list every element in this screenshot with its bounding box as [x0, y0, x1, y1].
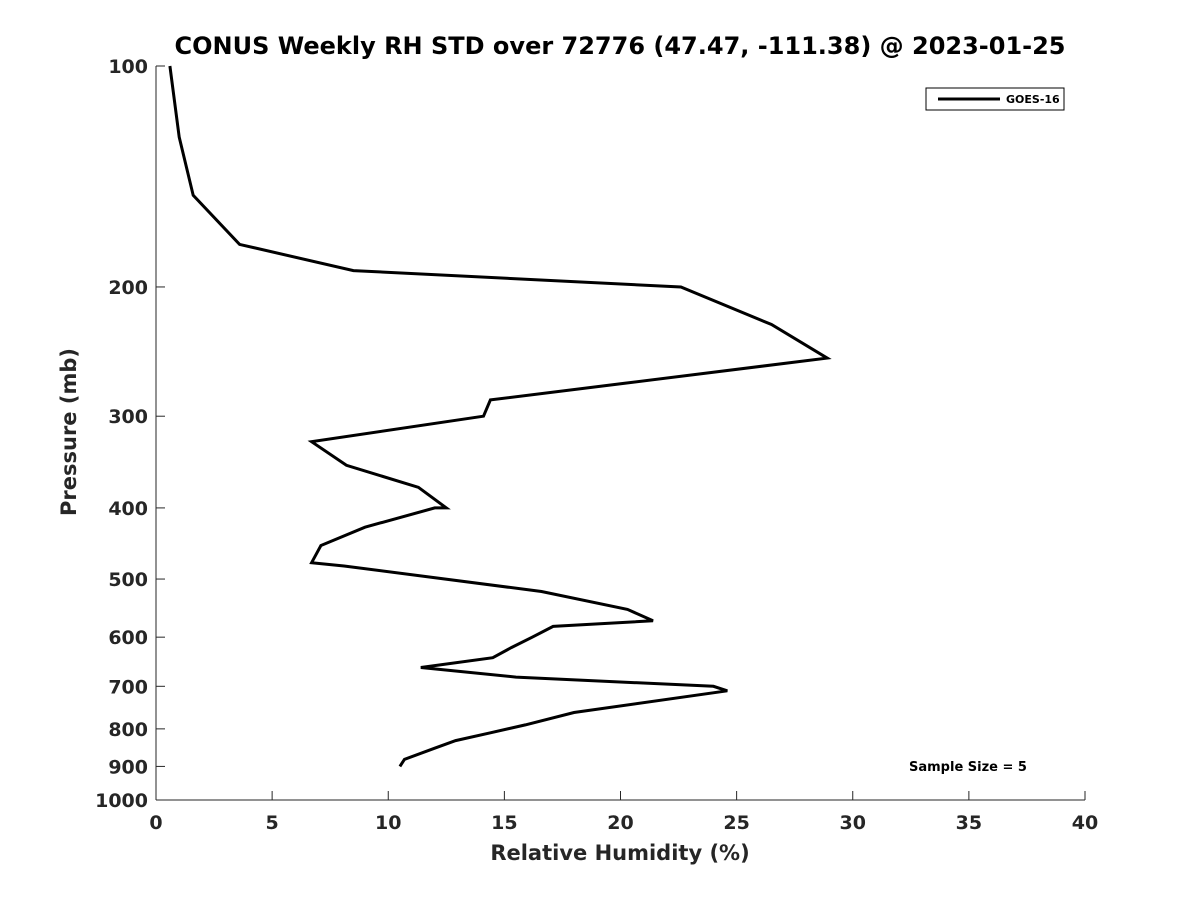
y-axis-label: Pressure (mb)	[57, 348, 81, 516]
x-axis-label: Relative Humidity (%)	[490, 841, 749, 865]
plot-axes	[155, 66, 1085, 801]
x-tick-label: 10	[375, 812, 401, 834]
x-tick-label: 0	[149, 812, 162, 834]
y-tick-label: 900	[108, 756, 148, 778]
y-tick-label: 100	[108, 56, 148, 78]
y-tick-label: 200	[108, 277, 148, 299]
y-tick-label: 500	[108, 569, 148, 591]
y-tick-label: 600	[108, 627, 148, 649]
y-tick-label: 400	[108, 498, 148, 520]
x-tick-label: 30	[840, 812, 866, 834]
legend: GOES-16	[925, 87, 1065, 111]
sample-size-annotation: Sample Size = 5	[909, 760, 1027, 775]
x-tick-label: 35	[956, 812, 982, 834]
y-tick-label: 800	[108, 719, 148, 741]
legend-label-goes-16: GOES-16	[1006, 93, 1060, 106]
y-tick-label: 300	[108, 406, 148, 428]
x-tick-label: 40	[1072, 812, 1098, 834]
y-tick-label: 700	[108, 676, 148, 698]
x-tick-label: 15	[491, 812, 517, 834]
y-tick-label: 1000	[95, 790, 148, 812]
axis-ticks: 0 5 10 15 20 25 30 35 40 100 200 300 400 500 600 700 800…	[95, 56, 1098, 834]
series-layer	[168, 65, 832, 768]
x-tick-label: 20	[607, 812, 633, 834]
series-line-goes-16	[168, 65, 832, 768]
x-tick-label: 5	[266, 812, 279, 834]
chart-title: CONUS Weekly RH STD over 72776 (47.47, -…	[174, 32, 1065, 60]
x-tick-label: 25	[723, 812, 749, 834]
